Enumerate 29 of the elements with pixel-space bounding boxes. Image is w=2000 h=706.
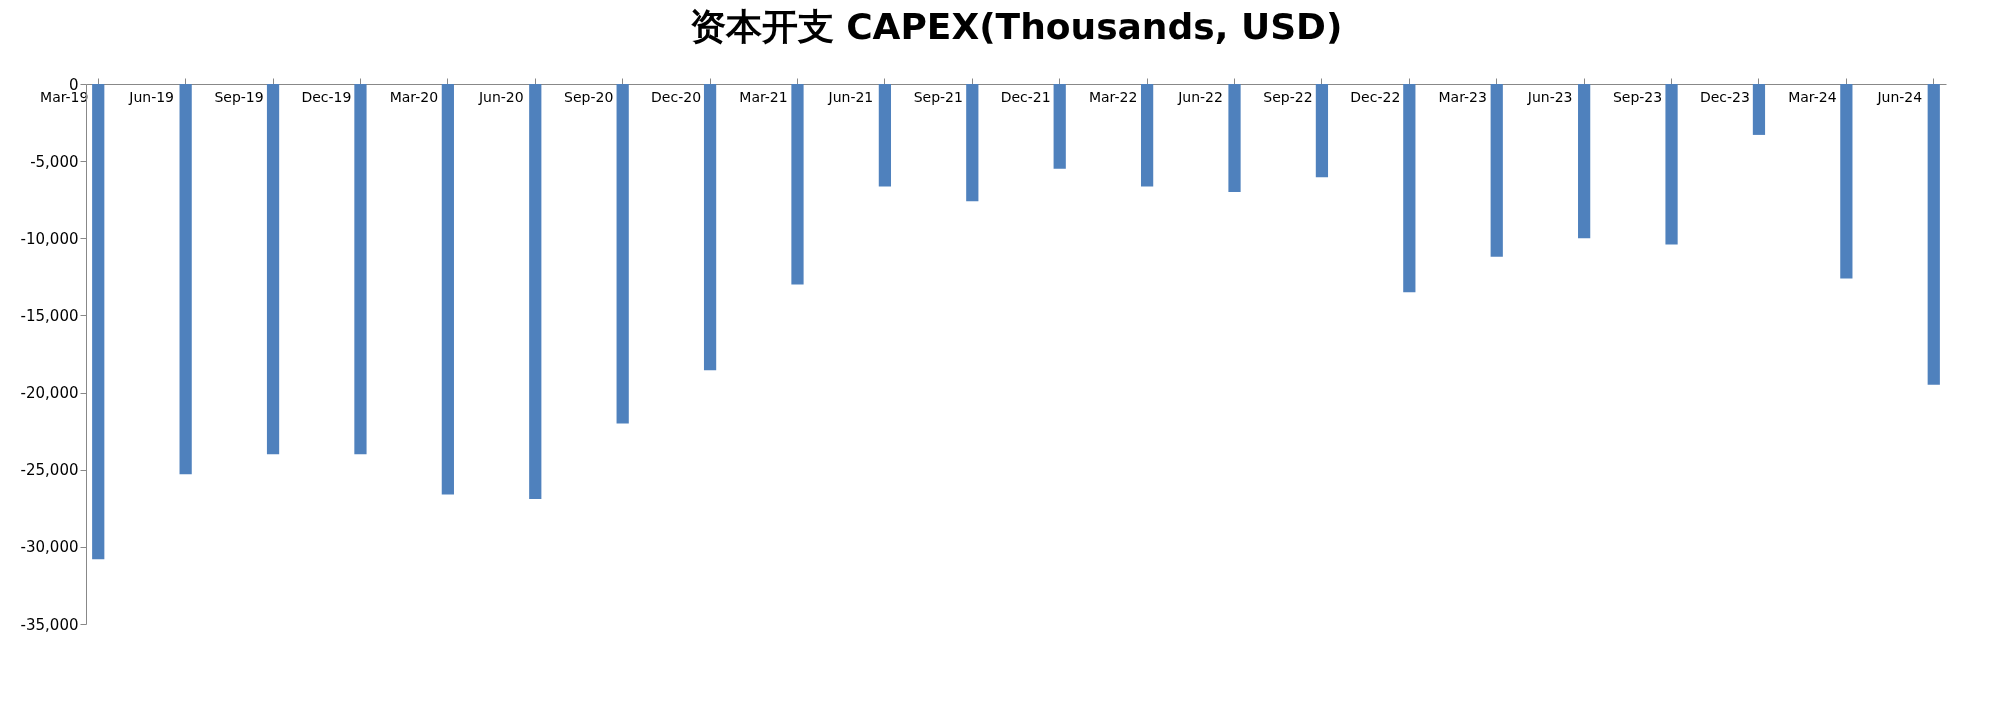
x-tick-label: Jun-23 (1526, 88, 1573, 105)
x-tick-label: Sep-21 (913, 88, 963, 105)
x-tick-label: Dec-20 (651, 88, 702, 105)
x-tick-label: Jun-20 (477, 88, 524, 105)
x-tick-label: Jun-19 (128, 88, 175, 105)
x-tick-label: Dec-23 (1699, 88, 1750, 105)
x-tick-label: Sep-23 (1612, 88, 1663, 105)
x-tick-label: Mar-22 (1088, 88, 1138, 105)
x-tick-label: Mar-23 (1438, 88, 1487, 105)
y-tick-label: -10,000 (20, 229, 79, 248)
x-tick-label: Dec-21 (1000, 88, 1051, 105)
x-tick-label: Dec-19 (301, 88, 352, 105)
x-tick-label: Mar-21 (739, 88, 788, 105)
y-tick-label: -30,000 (20, 538, 79, 557)
x-tick-label: Dec-22 (1350, 88, 1401, 105)
x-tick-label: Sep-20 (564, 88, 614, 105)
x-tick-label: Jun-24 (1876, 88, 1923, 105)
y-tick-label: -35,000 (20, 615, 79, 634)
x-tick-label: Sep-19 (214, 88, 264, 105)
x-tick-label: Mar-24 (1788, 88, 1837, 105)
y-tick-label: -25,000 (20, 461, 79, 480)
chart-title: 资本开支 CAPEX(Thousands, USD) (689, 6, 1343, 47)
x-tick-label: Sep-22 (1263, 88, 1313, 105)
y-tick-label: -15,000 (20, 306, 79, 325)
x-tick-label: Jun-21 (827, 88, 874, 105)
x-tick-label: Jun-22 (1177, 88, 1223, 105)
y-tick-label: -5,000 (30, 152, 79, 171)
y-tick-label: -20,000 (20, 384, 79, 403)
x-tick-label: Mar-20 (389, 88, 439, 105)
